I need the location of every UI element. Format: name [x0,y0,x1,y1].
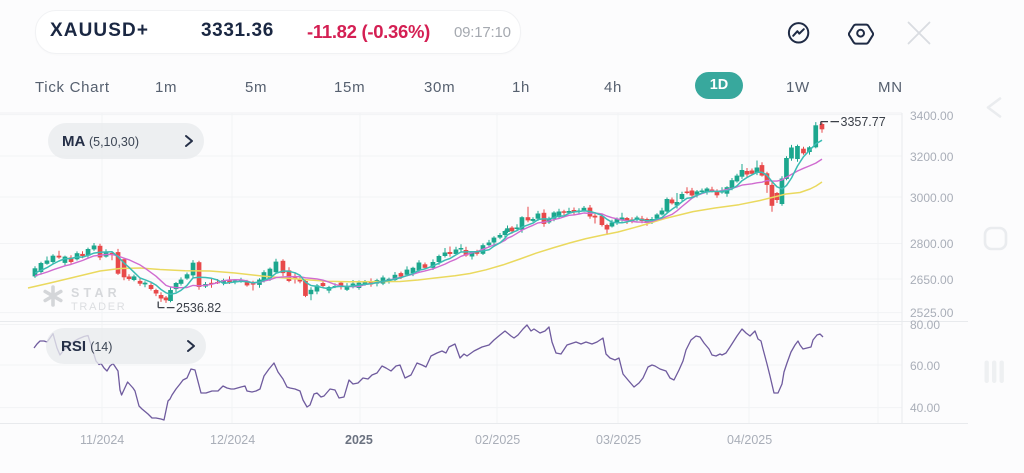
svg-text:STAR: STAR [71,286,121,300]
svg-text:TRADER: TRADER [71,301,126,313]
